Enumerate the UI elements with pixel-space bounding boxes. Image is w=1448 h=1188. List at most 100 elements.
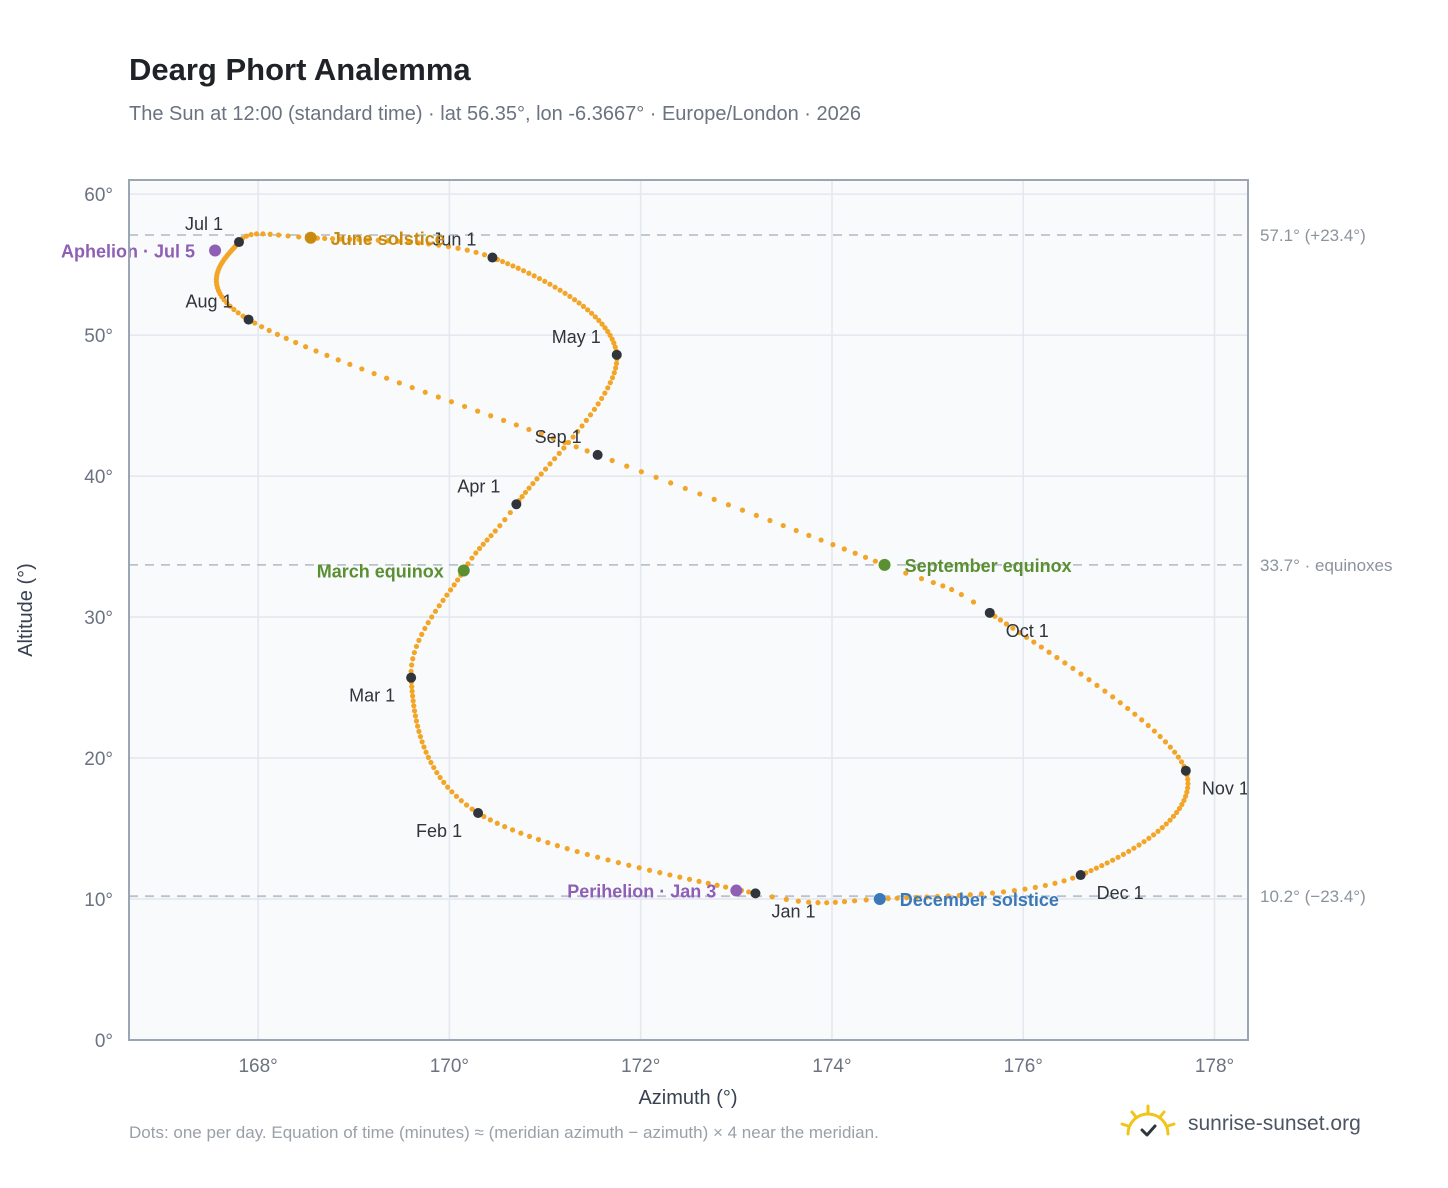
day-dot: [547, 461, 553, 467]
day-dot: [356, 236, 362, 243]
day-dot: [423, 749, 429, 755]
day-dot: [365, 237, 372, 243]
month-marker: [592, 449, 603, 460]
plot-background: [129, 180, 1248, 1040]
day-dot: [956, 892, 962, 899]
y-tick-label: 40°: [84, 467, 113, 488]
day-dot: [609, 336, 615, 342]
day-dot: [283, 335, 289, 342]
day-dot: [613, 360, 620, 367]
special-point: [878, 558, 891, 571]
day-dot: [571, 297, 578, 303]
day-dot: [428, 759, 434, 766]
day-dot: [595, 854, 601, 860]
day-dot: [447, 587, 454, 593]
day-dot: [567, 293, 573, 300]
day-dot: [338, 236, 344, 242]
day-dot: [441, 779, 447, 785]
day-dot: [445, 784, 451, 790]
day-dot: [465, 561, 471, 567]
day-dot: [411, 708, 418, 714]
day-dot: [1175, 754, 1181, 760]
day-dot: [1052, 880, 1058, 886]
month-marker-label: Dec 1: [1097, 883, 1144, 903]
day-dot: [296, 234, 302, 240]
day-dot: [531, 273, 537, 279]
day-dot: [602, 390, 608, 396]
day-dot: [1054, 654, 1060, 661]
day-dot: [1115, 854, 1121, 860]
special-point: [457, 564, 470, 577]
day-dot: [1031, 639, 1037, 645]
day-dot: [967, 892, 973, 898]
day-dot: [612, 344, 618, 350]
month-marker-label: May 1: [552, 327, 601, 347]
day-dot: [697, 491, 703, 497]
x-axis-label: Azimuth (°): [638, 1087, 737, 1109]
day-dot: [613, 365, 619, 371]
day-dot: [463, 802, 470, 808]
day-dot: [464, 247, 470, 253]
day-dot: [519, 494, 525, 500]
day-dot: [235, 310, 241, 316]
day-dot: [481, 813, 487, 820]
day-dot: [605, 328, 611, 335]
month-marker: [984, 607, 995, 618]
day-dot: [579, 423, 585, 429]
day-dot: [435, 394, 441, 400]
day-dot: [1086, 677, 1092, 683]
day-dot: [335, 357, 341, 363]
day-dot: [806, 532, 812, 538]
day-dot: [958, 591, 964, 598]
day-dot: [564, 846, 570, 852]
day-dot: [1181, 797, 1187, 804]
day-dot: [303, 344, 309, 350]
day-dot: [487, 817, 493, 823]
brand-text: sunrise-sunset.org: [1188, 1112, 1361, 1135]
day-dot: [500, 417, 507, 423]
day-dot: [550, 435, 556, 441]
day-dot: [1167, 744, 1173, 750]
y-tick-label: 20°: [84, 749, 113, 770]
day-dot: [1042, 882, 1048, 889]
day-dot: [1146, 835, 1152, 841]
day-dot: [885, 895, 891, 902]
day-dot: [260, 231, 266, 237]
day-dot: [413, 643, 420, 650]
x-tick-label: 168°: [238, 1056, 277, 1077]
day-dot: [275, 232, 282, 238]
day-dot: [1185, 776, 1191, 782]
day-dot: [1078, 671, 1084, 677]
day-dot: [1159, 825, 1165, 831]
day-dot: [259, 324, 265, 330]
x-tick-label: 178°: [1195, 1056, 1234, 1077]
day-dot: [584, 851, 590, 858]
brand[interactable]: sunrise-sunset.org: [1120, 1100, 1361, 1148]
day-dot: [510, 263, 516, 269]
day-dot: [416, 728, 422, 734]
day-dot: [1099, 862, 1105, 869]
day-dot: [1046, 649, 1052, 655]
day-dot: [667, 872, 673, 878]
day-dot: [978, 891, 985, 897]
special-point: [304, 231, 317, 244]
special-point-label: March equinox: [317, 562, 444, 582]
day-dot: [497, 523, 503, 529]
day-dot: [1104, 860, 1110, 866]
special-point-label: Perihelion · Jan 3: [567, 882, 716, 902]
day-dot: [451, 582, 457, 588]
day-dot: [436, 242, 442, 248]
day-dot: [419, 631, 425, 637]
day-dot: [1174, 809, 1180, 816]
day-dot: [584, 448, 590, 454]
day-dot: [1185, 785, 1191, 791]
y-tick-label: 60°: [84, 185, 113, 206]
day-dot: [595, 401, 601, 407]
day-dot: [431, 764, 437, 771]
day-dot: [494, 820, 500, 826]
day-dot: [385, 238, 391, 244]
day-dot: [243, 233, 249, 239]
day-dot: [824, 900, 830, 906]
month-marker: [406, 672, 417, 683]
